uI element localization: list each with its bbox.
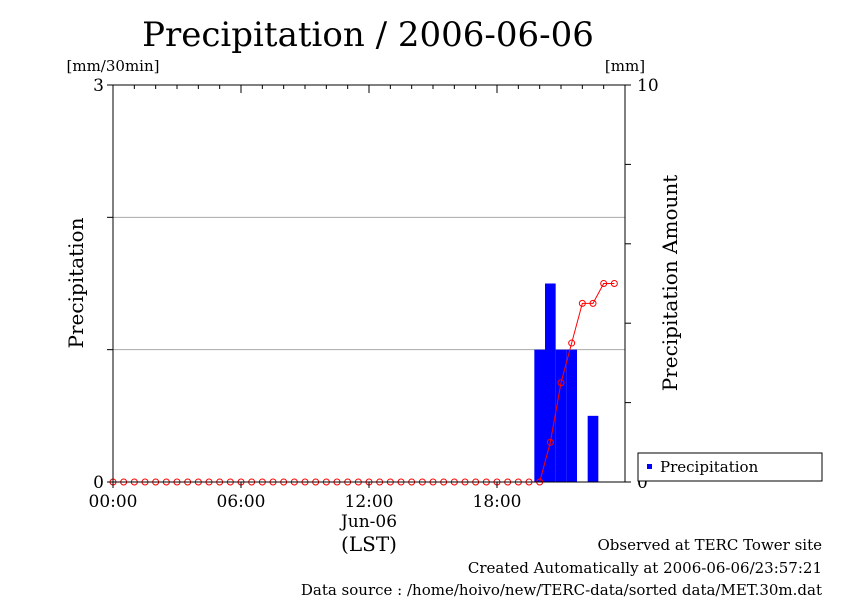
- x-tick-label: 06:00: [217, 492, 266, 512]
- amount-point: [557, 379, 565, 387]
- left-axis-label: Precipitation: [64, 217, 88, 348]
- right-axis-label: Precipitation Amount: [658, 175, 682, 392]
- legend-swatch: [647, 464, 652, 469]
- precipitation-bar: [545, 283, 556, 482]
- x-axis-label: (LST): [341, 532, 397, 556]
- precipitation-bar: [555, 349, 567, 482]
- right-y-tick-label: 0: [637, 473, 648, 493]
- amount-point: [578, 299, 586, 307]
- precipitation-bars: [534, 283, 599, 482]
- amount-point: [568, 339, 576, 347]
- right-y-tick-label: 10: [637, 76, 659, 96]
- footer-data-source: Data source : /home/hoivo/new/TERC-data/…: [300, 581, 822, 599]
- x-tick-label: 12:00: [345, 492, 394, 512]
- precipitation-bar: [587, 415, 599, 482]
- footer-observed: Observed at TERC Tower site: [597, 536, 822, 554]
- legend-label: Precipitation: [660, 458, 759, 476]
- date-label: Jun-06: [339, 512, 397, 532]
- amount-point: [546, 438, 554, 446]
- precipitation-bar: [534, 349, 545, 482]
- amount-point: [600, 280, 608, 287]
- axis-ticks: 00:00 06:00 12:00 18:00 0 3 0 10: [89, 76, 659, 512]
- amount-point: [589, 299, 597, 307]
- amount-point: [610, 280, 618, 287]
- x-tick-label: 00:00: [89, 492, 138, 512]
- precipitation-bar: [566, 349, 577, 482]
- chart-title: Precipitation / 2006-06-06: [142, 15, 594, 55]
- left-y-tick-label: 3: [93, 76, 104, 96]
- right-axis-unit: [mm]: [605, 57, 645, 75]
- legend: Precipitation: [637, 452, 823, 482]
- legend-box: [637, 452, 823, 482]
- left-axis-unit: [mm/30min]: [67, 57, 160, 75]
- footer-created: Created Automatically at 2006-06-06/23:5…: [467, 559, 822, 577]
- left-y-tick-label: 0: [93, 473, 104, 493]
- x-tick-label: 18:00: [473, 492, 522, 512]
